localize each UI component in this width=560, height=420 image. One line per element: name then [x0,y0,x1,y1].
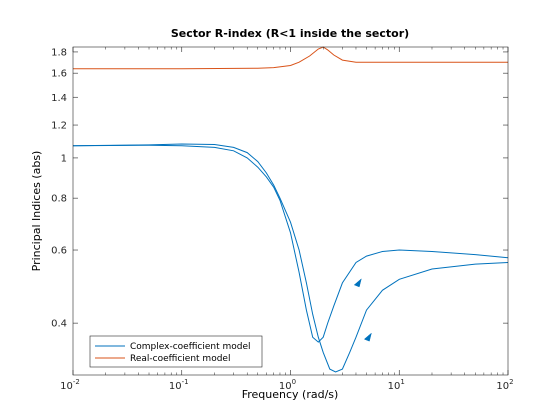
plot-area [73,47,508,375]
series-1-line-0 [73,46,508,70]
y-tick-label: 1 [61,153,67,164]
x-tick-label: 10-1 [169,378,189,392]
direction-arrow [353,278,362,288]
direction-arrow [363,332,372,342]
arrows-layer [353,278,372,342]
x-axis-label: Frequency (rad/s) [242,388,339,401]
y-tick-label: 1.2 [51,121,67,132]
x-tick-label: 100 [279,378,296,392]
series-0-line-1 [72,143,509,373]
legend: Complex-coefficient model Real-coefficie… [89,335,263,368]
y-axis-ticks: 0.4 0.6 0.8 1 1.2 1.4 1.6 1.8 [51,47,508,330]
x-axis-ticks: 10-2 10-1 100 101 102 [60,47,514,392]
curves-layer [72,46,509,373]
y-tick-label: 1.4 [51,93,67,104]
x-tick-label: 10-2 [60,378,80,392]
series-0-line-0 [72,144,509,343]
y-tick-label: 0.8 [51,194,67,205]
y-tick-label: 1.8 [51,47,67,58]
y-tick-label: 0.6 [51,246,67,257]
legend-box [89,335,263,368]
chart-title: Sector R-index (R<1 inside the sector) [171,27,409,40]
y-axis-label: Principal Indices (abs) [30,151,43,272]
legend-label-complex: Complex-coefficient model [130,342,251,352]
y-tick-label: 1.6 [51,69,67,80]
x-tick-label: 101 [388,378,405,392]
x-tick-label: 102 [496,378,513,392]
legend-label-real: Real-coefficient model [130,354,230,364]
y-tick-label: 0.4 [51,319,67,330]
